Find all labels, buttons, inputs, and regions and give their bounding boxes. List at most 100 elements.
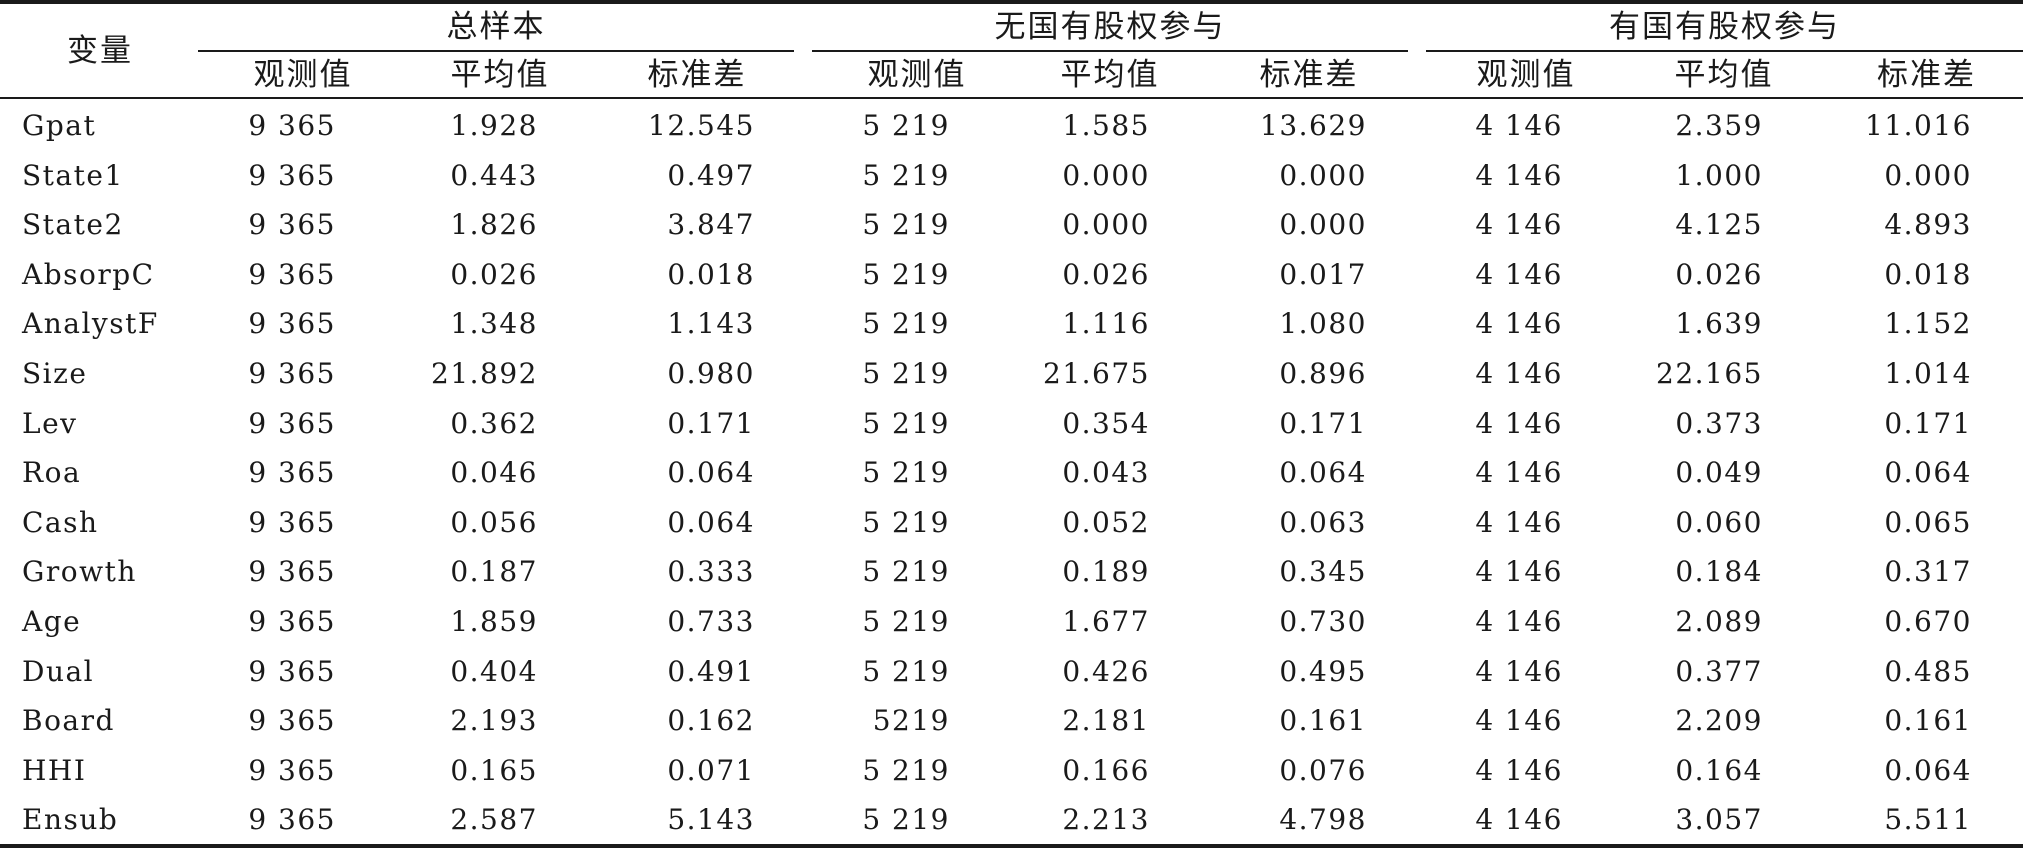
with-state-std-dev-cell: 0.018 [1884, 257, 1972, 291]
with-state-std-dev-cell: 1.152 [1884, 307, 1972, 341]
with-state-observations-cell: 4 146 [1475, 406, 1563, 440]
variable-name-cell: Lev [22, 406, 78, 440]
with-state-mean-cell: 0.060 [1675, 505, 1763, 539]
total-observations-cell: 9 365 [248, 208, 336, 242]
with-state-std-dev-cell: 4.893 [1884, 208, 1972, 242]
no-state-mean-cell: 0.426 [1062, 654, 1150, 688]
total-mean-cell: 1.859 [450, 605, 538, 638]
no-state-std-dev-cell: 0.161 [1279, 704, 1367, 738]
with-state-observations-cell: 4 146 [1475, 555, 1563, 589]
total-mean-cell: 1.826 [450, 208, 538, 242]
with-state-mean-cell: 2.359 [1675, 109, 1763, 142]
variable-name-cell: AnalystF [22, 307, 159, 341]
no-state-std-dev-cell: 0.896 [1279, 357, 1367, 390]
with-state-observations-cell: 4 146 [1475, 307, 1563, 341]
total-observations-cell: 9 365 [248, 456, 336, 490]
variable-name-cell: Size [22, 357, 88, 390]
total-mean-cell: 0.362 [450, 406, 538, 440]
total-observations-cell: 9 365 [248, 555, 336, 589]
with-state-observations-cell: 4 146 [1475, 803, 1563, 837]
no-state-observations-cell: 5 219 [862, 257, 950, 291]
subheader-mean: 平均值 [1060, 57, 1160, 93]
subheader-std-dev: 标准差 [647, 57, 747, 93]
with-state-mean-cell: 0.049 [1675, 456, 1763, 490]
table-row: Size 9 365 21.892 0.980 5 219 21.675 0.896 4 14… [0, 349, 2023, 399]
with-state-observations-cell: 4 146 [1475, 654, 1563, 688]
no-state-std-dev-cell: 1.080 [1279, 307, 1367, 341]
total-mean-cell: 1.348 [450, 307, 538, 341]
table-row: State1 9 365 0.443 0.497 5 219 0.000 0.000 4 14… [0, 151, 2023, 201]
no-state-observations-cell: 5 219 [862, 555, 950, 589]
no-state-observations-cell: 5 219 [862, 654, 950, 688]
no-state-observations-cell: 5 219 [862, 505, 950, 539]
total-mean-cell: 0.165 [450, 753, 538, 787]
total-observations-cell: 9 365 [248, 109, 336, 142]
no-state-std-dev-cell: 0.017 [1279, 257, 1367, 291]
no-state-mean-cell: 1.677 [1062, 605, 1150, 638]
subheader-std-dev: 标准差 [1259, 57, 1359, 93]
no-state-observations-cell: 5 219 [862, 158, 950, 192]
subheader-mean: 平均值 [450, 57, 550, 93]
no-state-std-dev-cell: 0.171 [1279, 406, 1367, 440]
total-mean-cell: 2.193 [450, 704, 538, 738]
with-state-observations-cell: 4 146 [1475, 605, 1563, 638]
no-state-mean-cell: 1.585 [1062, 109, 1150, 142]
with-state-observations-cell: 4 146 [1475, 109, 1563, 142]
no-state-std-dev-cell: 13.629 [1260, 109, 1367, 142]
no-state-mean-cell: 2.181 [1062, 704, 1150, 738]
subheader-observations: 观测值 [253, 57, 353, 93]
table-row: Growth 9 365 0.187 0.333 5 219 0.189 0.345 4 14… [0, 547, 2023, 597]
table-row: Roa 9 365 0.046 0.064 5 219 0.043 0.064 4 146 0.… [0, 448, 2023, 498]
total-std-dev-cell: 0.171 [667, 406, 755, 440]
no-state-mean-cell: 0.026 [1062, 257, 1150, 291]
no-state-mean-cell: 21.675 [1043, 357, 1150, 390]
with-state-mean-cell: 3.057 [1675, 803, 1763, 837]
table-row: Dual 9 365 0.404 0.491 5 219 0.426 0.495 4 146 0… [0, 647, 2023, 697]
with-state-std-dev-cell: 0.171 [1884, 406, 1972, 440]
with-state-mean-cell: 0.377 [1675, 654, 1763, 688]
with-state-observations-cell: 4 146 [1475, 704, 1563, 738]
subheader-mean: 平均值 [1674, 57, 1774, 93]
variable-name-cell: Gpat [22, 109, 97, 142]
with-state-observations-cell: 4 146 [1475, 158, 1563, 192]
with-state-observations-cell: 4 146 [1475, 456, 1563, 490]
total-mean-cell: 21.892 [431, 357, 538, 390]
group-underline-total-sample [198, 50, 794, 52]
with-state-std-dev-cell: 0.000 [1884, 158, 1972, 192]
total-std-dev-cell: 0.491 [667, 654, 755, 688]
variable-name-cell: Growth [22, 555, 137, 589]
group-title-total-sample: 总样本 [446, 9, 546, 45]
table-row: Board 9 365 2.193 0.162 5219 2.181 0.161 4 146 2… [0, 696, 2023, 746]
variable-column-header: 变量 [67, 33, 133, 69]
total-observations-cell: 9 365 [248, 307, 336, 341]
no-state-std-dev-cell: 0.000 [1279, 208, 1367, 242]
table-bottom-rule [0, 844, 2023, 848]
with-state-observations-cell: 4 146 [1475, 505, 1563, 539]
total-std-dev-cell: 5.143 [667, 803, 755, 837]
no-state-mean-cell: 1.116 [1062, 307, 1150, 341]
group-underline-no-state-ownership [812, 50, 1408, 52]
with-state-mean-cell: 0.164 [1675, 753, 1763, 787]
variable-name-cell: State1 [22, 158, 124, 192]
no-state-std-dev-cell: 0.064 [1279, 456, 1367, 490]
total-mean-cell: 0.404 [450, 654, 538, 688]
group-title-no-state-ownership: 无国有股权参与 [994, 9, 1226, 45]
with-state-mean-cell: 2.209 [1675, 704, 1763, 738]
subheader-observations: 观测值 [1476, 57, 1576, 93]
with-state-std-dev-cell: 0.670 [1884, 605, 1972, 638]
variable-name-cell: Age [22, 605, 82, 638]
total-observations-cell: 9 365 [248, 654, 336, 688]
with-state-std-dev-cell: 0.485 [1884, 654, 1972, 688]
no-state-mean-cell: 0.166 [1062, 753, 1150, 787]
total-observations-cell: 9 365 [248, 257, 336, 291]
table-row: Lev 9 365 0.362 0.171 5 219 0.354 0.171 4 146 0.… [0, 399, 2023, 449]
with-state-observations-cell: 4 146 [1475, 257, 1563, 291]
no-state-mean-cell: 0.189 [1062, 555, 1150, 589]
no-state-std-dev-cell: 0.063 [1279, 505, 1367, 539]
no-state-mean-cell: 0.052 [1062, 505, 1150, 539]
with-state-std-dev-cell: 0.064 [1884, 753, 1972, 787]
variable-name-cell: HHI [22, 753, 87, 787]
no-state-observations-cell: 5219 [872, 704, 950, 738]
total-std-dev-cell: 0.071 [667, 753, 755, 787]
